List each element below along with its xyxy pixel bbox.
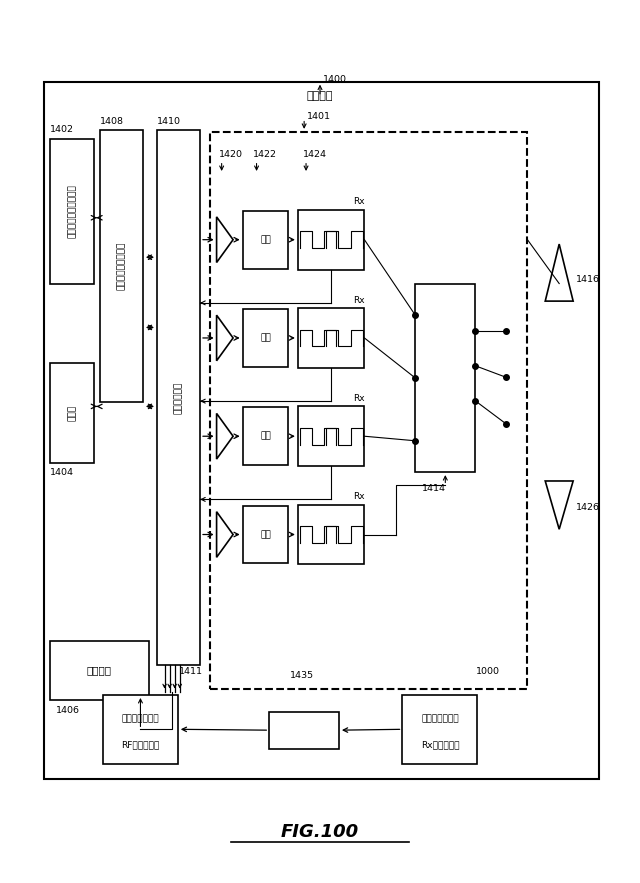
FancyBboxPatch shape — [51, 139, 93, 283]
FancyBboxPatch shape — [103, 695, 178, 764]
FancyBboxPatch shape — [243, 309, 288, 367]
Text: 1406: 1406 — [56, 706, 79, 715]
FancyBboxPatch shape — [415, 283, 476, 472]
FancyBboxPatch shape — [298, 210, 364, 269]
Text: Rx: Rx — [353, 296, 364, 305]
Text: Rxモジュール: Rxモジュール — [420, 740, 459, 749]
Text: 1404: 1404 — [51, 468, 74, 477]
Text: 1416: 1416 — [576, 275, 600, 283]
Text: 1408: 1408 — [100, 117, 124, 125]
FancyBboxPatch shape — [44, 82, 599, 780]
Text: 1402: 1402 — [51, 125, 74, 134]
FancyBboxPatch shape — [51, 641, 148, 700]
Text: 1414: 1414 — [422, 484, 445, 493]
FancyBboxPatch shape — [269, 712, 339, 749]
Text: ダイバーシティ: ダイバーシティ — [421, 714, 459, 723]
FancyBboxPatch shape — [298, 308, 364, 368]
Text: 1420: 1420 — [218, 150, 243, 159]
Text: 整合: 整合 — [260, 432, 271, 441]
FancyBboxPatch shape — [51, 363, 93, 464]
Text: 整合: 整合 — [260, 235, 271, 245]
Text: 電力管理: 電力管理 — [86, 666, 112, 675]
Text: 1422: 1422 — [253, 150, 277, 159]
Text: 無線制御装置: 無線制御装置 — [174, 381, 183, 414]
Text: 1435: 1435 — [290, 671, 314, 680]
Text: Rx: Rx — [353, 492, 364, 502]
Text: ベースサブシステム: ベースサブシステム — [117, 242, 126, 291]
Text: 整合: 整合 — [260, 530, 271, 539]
Text: 無線装置: 無線装置 — [307, 91, 333, 101]
FancyBboxPatch shape — [298, 406, 364, 466]
Text: 1410: 1410 — [157, 117, 181, 125]
Text: 1401: 1401 — [307, 112, 332, 121]
Text: RFモジュール: RFモジュール — [122, 740, 159, 749]
Text: 1000: 1000 — [476, 667, 499, 675]
Text: ユーザインタフェイス: ユーザインタフェイス — [67, 185, 76, 238]
FancyBboxPatch shape — [403, 695, 477, 764]
Text: Rx: Rx — [353, 394, 364, 403]
Text: 1426: 1426 — [576, 502, 600, 512]
FancyBboxPatch shape — [157, 130, 200, 665]
Text: ダイバーシティ: ダイバーシティ — [122, 714, 159, 723]
FancyBboxPatch shape — [243, 211, 288, 268]
Text: メモリ: メモリ — [67, 405, 76, 421]
FancyBboxPatch shape — [298, 505, 364, 564]
Text: 1411: 1411 — [179, 667, 203, 675]
Text: 1400: 1400 — [323, 75, 347, 84]
FancyBboxPatch shape — [243, 506, 288, 563]
Text: Rx: Rx — [353, 197, 364, 207]
Text: 整合: 整合 — [260, 334, 271, 343]
Text: FIG.100: FIG.100 — [281, 823, 359, 841]
FancyBboxPatch shape — [243, 407, 288, 465]
FancyBboxPatch shape — [100, 130, 143, 402]
Text: 1424: 1424 — [303, 150, 327, 159]
